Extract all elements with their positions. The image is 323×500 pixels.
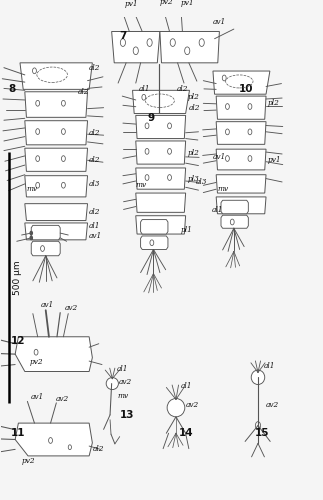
Text: al3: al3 bbox=[89, 180, 101, 188]
Text: al2: al2 bbox=[189, 104, 200, 112]
Text: al2: al2 bbox=[89, 156, 101, 164]
Circle shape bbox=[30, 232, 32, 235]
Text: 14: 14 bbox=[179, 428, 194, 438]
Text: pv2: pv2 bbox=[22, 456, 35, 464]
Text: pv1: pv1 bbox=[268, 156, 281, 164]
Text: al2: al2 bbox=[89, 64, 101, 72]
Polygon shape bbox=[136, 116, 186, 138]
Text: pv2: pv2 bbox=[30, 358, 43, 366]
Text: av1: av1 bbox=[212, 18, 225, 26]
Text: al2: al2 bbox=[89, 208, 101, 216]
Text: av1: av1 bbox=[31, 393, 44, 401]
Polygon shape bbox=[15, 337, 92, 372]
Text: av2: av2 bbox=[65, 304, 78, 312]
Polygon shape bbox=[136, 193, 186, 212]
Polygon shape bbox=[25, 176, 88, 197]
Text: al2: al2 bbox=[78, 88, 89, 96]
Text: mv: mv bbox=[218, 186, 229, 194]
Polygon shape bbox=[15, 423, 92, 456]
Text: 12: 12 bbox=[10, 336, 25, 346]
Polygon shape bbox=[216, 122, 266, 144]
Text: av2: av2 bbox=[55, 395, 68, 403]
Ellipse shape bbox=[251, 370, 265, 384]
Text: 8: 8 bbox=[9, 84, 16, 94]
Polygon shape bbox=[221, 215, 248, 228]
Polygon shape bbox=[25, 148, 88, 172]
Text: pv1: pv1 bbox=[124, 0, 138, 8]
Text: pl2: pl2 bbox=[187, 148, 199, 156]
Text: al2: al2 bbox=[177, 86, 188, 94]
Ellipse shape bbox=[167, 398, 185, 417]
Text: av1: av1 bbox=[89, 232, 102, 240]
Text: al1: al1 bbox=[181, 382, 192, 390]
Polygon shape bbox=[141, 220, 168, 234]
Text: pl1: pl1 bbox=[181, 226, 193, 234]
Text: pl2: pl2 bbox=[187, 94, 199, 102]
Text: al2: al2 bbox=[92, 444, 104, 452]
Polygon shape bbox=[216, 197, 266, 214]
Ellipse shape bbox=[106, 378, 119, 390]
Polygon shape bbox=[132, 90, 190, 114]
Polygon shape bbox=[31, 226, 60, 240]
Text: al1: al1 bbox=[139, 86, 151, 94]
Text: al1: al1 bbox=[211, 206, 223, 214]
Text: mv: mv bbox=[136, 181, 147, 189]
Text: av2: av2 bbox=[266, 401, 279, 409]
Circle shape bbox=[30, 236, 32, 240]
Text: pv2: pv2 bbox=[160, 0, 173, 6]
Text: al1: al1 bbox=[89, 222, 101, 230]
Polygon shape bbox=[25, 120, 88, 145]
Polygon shape bbox=[25, 92, 88, 118]
Text: mv: mv bbox=[118, 392, 129, 400]
Text: 500 μm: 500 μm bbox=[13, 260, 22, 295]
Polygon shape bbox=[160, 32, 219, 63]
Polygon shape bbox=[216, 96, 266, 120]
Polygon shape bbox=[136, 141, 186, 164]
Text: 10: 10 bbox=[239, 84, 253, 94]
Polygon shape bbox=[112, 32, 160, 63]
Text: al3: al3 bbox=[195, 178, 207, 186]
Text: 11: 11 bbox=[10, 428, 25, 438]
Text: pl3: pl3 bbox=[187, 174, 199, 182]
Text: 13: 13 bbox=[120, 410, 134, 420]
Text: pl2: pl2 bbox=[268, 99, 279, 107]
Text: 7: 7 bbox=[120, 30, 127, 40]
Text: av1: av1 bbox=[40, 302, 54, 310]
Polygon shape bbox=[25, 204, 88, 220]
Text: al2: al2 bbox=[89, 129, 101, 137]
Polygon shape bbox=[136, 216, 186, 234]
Polygon shape bbox=[216, 174, 266, 193]
Text: 15: 15 bbox=[255, 428, 269, 438]
Polygon shape bbox=[213, 71, 270, 94]
Text: av2: av2 bbox=[119, 378, 132, 386]
Text: pv1: pv1 bbox=[181, 0, 194, 6]
Text: av1: av1 bbox=[213, 154, 226, 162]
Text: av2: av2 bbox=[186, 402, 199, 409]
Text: mv: mv bbox=[26, 186, 37, 194]
Polygon shape bbox=[216, 149, 266, 170]
Polygon shape bbox=[141, 236, 168, 250]
Polygon shape bbox=[136, 168, 186, 189]
Polygon shape bbox=[31, 242, 60, 256]
Text: al1: al1 bbox=[264, 362, 275, 370]
Polygon shape bbox=[20, 63, 92, 90]
Polygon shape bbox=[25, 223, 88, 240]
Text: 9: 9 bbox=[147, 114, 154, 124]
Polygon shape bbox=[221, 200, 248, 214]
Text: al1: al1 bbox=[117, 365, 128, 373]
